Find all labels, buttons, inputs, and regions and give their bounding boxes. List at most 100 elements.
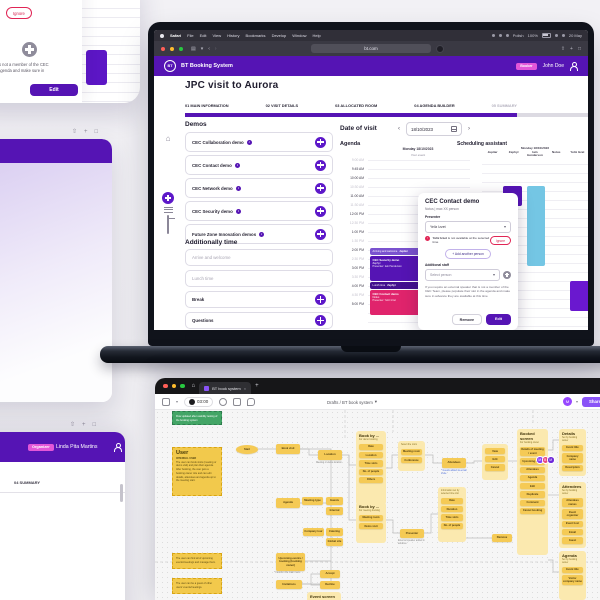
tab-overview-icon[interactable]: □ bbox=[92, 421, 97, 428]
flow-group[interactable]: Agenda Set by booking owner Event title Vis… bbox=[559, 551, 586, 600]
flow-node[interactable]: Details of meeting / event bbox=[520, 446, 545, 457]
tab-overview-icon[interactable]: □ bbox=[94, 128, 99, 135]
drag-handle-icon[interactable] bbox=[315, 315, 326, 326]
chevron-down-icon[interactable]: ▾ bbox=[576, 399, 579, 404]
flow-node[interactable]: Event title bbox=[562, 566, 583, 574]
sticky-note[interactable]: User INTERNAL USER The user can book visit… bbox=[172, 447, 222, 496]
chevron-down-icon[interactable]: ▾ bbox=[200, 45, 204, 52]
flow-node[interactable]: Guests bbox=[326, 497, 343, 505]
flow-node[interactable]: Time slots bbox=[441, 514, 463, 521]
close-tab-icon[interactable]: × bbox=[243, 385, 247, 391]
flow-node[interactable]: Attendees bbox=[442, 458, 466, 468]
additional-card[interactable]: Lunch time bbox=[185, 270, 333, 287]
menu-item[interactable]: Edit bbox=[199, 33, 207, 38]
flow-node[interactable]: Date bbox=[441, 497, 463, 505]
next-day-icon[interactable]: › bbox=[468, 126, 470, 132]
chevron-down-icon[interactable]: ▾ bbox=[176, 399, 179, 404]
minimize-window-icon[interactable] bbox=[171, 383, 176, 389]
flow-node[interactable]: Cancel booking bbox=[520, 507, 545, 515]
share-button[interactable]: Share bbox=[582, 396, 600, 407]
new-tab-icon[interactable]: + bbox=[570, 45, 573, 52]
flow-group[interactable]: Information set by selected time slot Dat… bbox=[438, 487, 466, 542]
flow-node[interactable]: Company name bbox=[562, 453, 583, 463]
flow-node[interactable]: Catering bbox=[326, 528, 343, 536]
menu-item[interactable]: Safari bbox=[170, 33, 182, 38]
menu-item[interactable]: Window bbox=[292, 33, 307, 38]
wifi-icon[interactable] bbox=[554, 34, 558, 37]
tab-05[interactable]: 05 SUMMARY bbox=[491, 103, 517, 108]
flow-node[interactable]: Event host bbox=[562, 520, 583, 528]
flow-node[interactable]: Cancel bbox=[485, 464, 505, 471]
tab-summary[interactable]: 04 SUMMARY bbox=[14, 480, 41, 485]
flow-group[interactable]: Book by ... For meeting booking Meeting ro… bbox=[356, 502, 386, 543]
flow-node[interactable]: Attendees bbox=[520, 466, 545, 473]
flow-node[interactable]: View bbox=[485, 448, 505, 455]
flow-node[interactable]: Internal bbox=[326, 507, 343, 515]
collaborator-avatar[interactable]: M bbox=[547, 456, 555, 464]
avatar-icon[interactable] bbox=[569, 62, 578, 72]
apple-logo-icon[interactable] bbox=[160, 33, 164, 38]
tab-overview-icon[interactable]: □ bbox=[577, 45, 581, 52]
forward-icon[interactable]: › bbox=[214, 45, 217, 52]
home-icon[interactable]: ⌂ bbox=[191, 383, 196, 389]
menu-item[interactable]: File bbox=[187, 33, 194, 38]
demo-card[interactable]: Future Zone Innovation demos i bbox=[185, 224, 333, 244]
sidebar-icon[interactable]: ▤ bbox=[191, 45, 196, 52]
flow-node[interactable]: Presenter bbox=[400, 529, 424, 538]
demo-card[interactable]: CEC Contact demo i bbox=[185, 155, 333, 175]
status-icon[interactable] bbox=[505, 34, 509, 37]
minimize-window-icon[interactable] bbox=[170, 46, 174, 51]
flow-node[interactable]: Conference bbox=[401, 457, 422, 464]
add-staff-icon[interactable] bbox=[503, 270, 511, 279]
flow-node[interactable]: Company tour bbox=[303, 528, 324, 536]
tab-03[interactable]: 03 ALLOCATED ROOM bbox=[335, 103, 378, 108]
collaborator-avatar[interactable]: M bbox=[563, 397, 573, 406]
add-person-button[interactable]: + Add another person bbox=[445, 249, 491, 259]
additional-card[interactable]: Break bbox=[185, 291, 333, 308]
menu-item[interactable]: Bookmarks bbox=[245, 33, 266, 38]
back-icon[interactable]: ‹ bbox=[208, 45, 210, 52]
flow-node[interactable]: Edit bbox=[520, 483, 545, 490]
flow-node[interactable]: Start bbox=[236, 445, 258, 454]
flow-group[interactable]: Details Set by booking owner Event title Co… bbox=[559, 429, 586, 476]
flow-node[interactable]: Date bbox=[359, 443, 383, 451]
flow-node[interactable]: Email bbox=[562, 529, 583, 536]
flow-node[interactable]: Duplicate bbox=[520, 491, 545, 498]
share-icon[interactable]: ⇧ bbox=[560, 45, 566, 52]
status-icon[interactable] bbox=[491, 34, 495, 37]
share-icon[interactable]: ⇧ bbox=[70, 422, 76, 428]
url-field[interactable]: bt.com bbox=[311, 44, 431, 53]
flow-node[interactable]: Guest bbox=[562, 537, 583, 544]
staff-select[interactable]: Select person ▾ bbox=[425, 268, 500, 281]
agenda-event[interactable]: Lunch time Zephyr bbox=[370, 282, 428, 289]
breadcrumb[interactable]: Drafts / BT book system ▾ bbox=[327, 399, 377, 405]
comment-tool-icon[interactable] bbox=[247, 397, 256, 406]
flow-node[interactable]: Duration bbox=[441, 506, 463, 513]
flow-node[interactable]: Visitor company name bbox=[562, 575, 583, 585]
flow-node[interactable]: Location bbox=[318, 450, 342, 460]
busy-block[interactable] bbox=[570, 281, 588, 311]
tab-02[interactable]: 02 VISIT DETAILS bbox=[265, 103, 299, 108]
flow-node[interactable]: Upcoming events / booking (booking owner… bbox=[276, 553, 305, 571]
search-icon[interactable] bbox=[561, 34, 565, 37]
flow-node[interactable]: Agenda bbox=[276, 498, 300, 508]
flow-group[interactable]: Booked screen For booking owner Details of… bbox=[517, 429, 548, 555]
flow-node[interactable]: Accept bbox=[320, 570, 340, 578]
avatar-icon[interactable] bbox=[113, 443, 122, 453]
flow-node[interactable]: Meeting room bbox=[359, 514, 383, 522]
flow-group[interactable]: Attendees Set by booking owner Attendees n… bbox=[559, 482, 586, 548]
flow-node[interactable]: Invitations bbox=[276, 580, 302, 589]
figjam-canvas[interactable]: Flow updated after usability testing of … bbox=[155, 410, 600, 600]
flow-node[interactable]: Description bbox=[562, 464, 583, 471]
flow-group[interactable]: View Edit Cancel bbox=[482, 444, 508, 480]
flow-node[interactable]: Decline bbox=[320, 581, 340, 589]
home-icon[interactable]: ⌂ bbox=[165, 134, 171, 143]
drag-handle-icon[interactable] bbox=[315, 159, 326, 171]
drag-handle-icon[interactable] bbox=[315, 294, 326, 305]
flow-node[interactable]: Upcoming event bbox=[520, 458, 545, 465]
list-icon[interactable] bbox=[162, 205, 174, 215]
menu-item[interactable]: Develop bbox=[271, 33, 287, 38]
flow-group[interactable]: Event screen bbox=[307, 592, 341, 600]
status-icon[interactable] bbox=[498, 34, 502, 37]
close-window-icon[interactable] bbox=[163, 383, 168, 389]
